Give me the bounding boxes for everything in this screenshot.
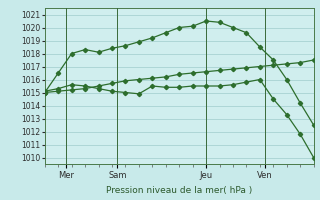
- X-axis label: Pression niveau de la mer( hPa ): Pression niveau de la mer( hPa ): [106, 186, 252, 194]
